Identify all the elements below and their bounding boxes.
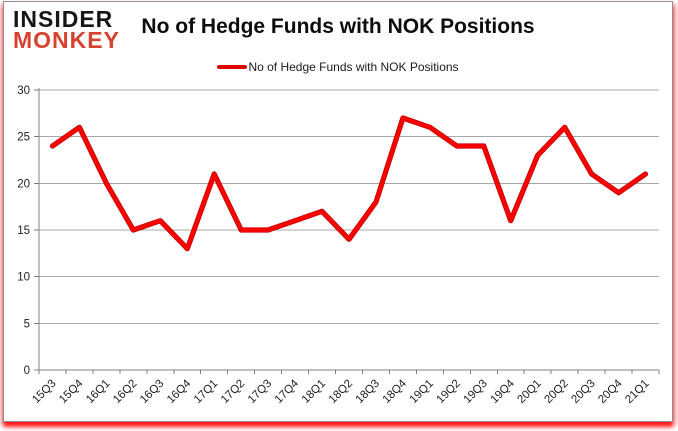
insider-monkey-logo: INSIDER MONKEY xyxy=(13,6,120,54)
x-tick-label: 20Q2 xyxy=(542,378,570,406)
x-tick-label: 19Q2 xyxy=(435,378,463,406)
y-tick-label: 25 xyxy=(17,132,30,144)
x-tick-label: 16Q2 xyxy=(111,378,139,406)
x-tick-label: 16Q3 xyxy=(138,378,166,406)
x-tick-label: 15Q4 xyxy=(57,377,86,406)
x-tick-label: 19Q1 xyxy=(408,378,436,406)
chart-title: No of Hedge Funds with NOK Positions xyxy=(141,15,535,38)
legend-line-swatch xyxy=(217,65,248,69)
y-tick-label: 30 xyxy=(17,85,30,97)
legend: No of Hedge Funds with NOK Positions xyxy=(4,60,672,74)
x-tick-label: 20Q1 xyxy=(515,378,543,406)
logo-monkey-text: MONKEY xyxy=(13,27,120,54)
x-tick-label: 21Q1 xyxy=(623,378,651,406)
x-tick-label: 19Q4 xyxy=(488,377,517,406)
line-chart-canvas: 0 5 10 15 20 25 30 15Q315Q416Q116Q216Q316Q417Q1… xyxy=(17,85,660,406)
x-tick-label: 16Q4 xyxy=(165,377,194,406)
y-tick-label: 0 xyxy=(24,365,30,377)
chart-widget: INSIDER MONKEY No of Hedge Funds with NO… xyxy=(3,1,673,422)
y-tick-label: 5 xyxy=(24,318,30,330)
x-tick-label: 18Q1 xyxy=(300,378,328,406)
y-tick-label: 10 xyxy=(17,272,30,284)
legend-label: No of Hedge Funds with NOK Positions xyxy=(248,60,459,74)
x-tick-label: 17Q2 xyxy=(219,378,247,406)
y-tick-label: 15 xyxy=(17,225,30,237)
x-tick-label: 19Q3 xyxy=(462,378,490,406)
x-tick-label: 17Q1 xyxy=(192,378,220,406)
y-tick-label: 20 xyxy=(17,178,30,190)
x-tick-label: 18Q2 xyxy=(327,378,355,406)
series-line xyxy=(50,116,648,251)
x-tick-label: 18Q3 xyxy=(354,378,382,406)
x-tick-label: 16Q1 xyxy=(84,378,112,406)
logo-insider-text: INSIDER xyxy=(13,6,114,32)
x-tick-label: 17Q3 xyxy=(246,378,274,406)
x-tick-label: 20Q4 xyxy=(596,377,625,406)
x-tick-label: 15Q3 xyxy=(30,378,58,406)
x-tick-label: 18Q4 xyxy=(381,377,410,406)
x-tick-label: 20Q3 xyxy=(569,378,597,406)
x-tick-label: 17Q4 xyxy=(273,377,302,406)
